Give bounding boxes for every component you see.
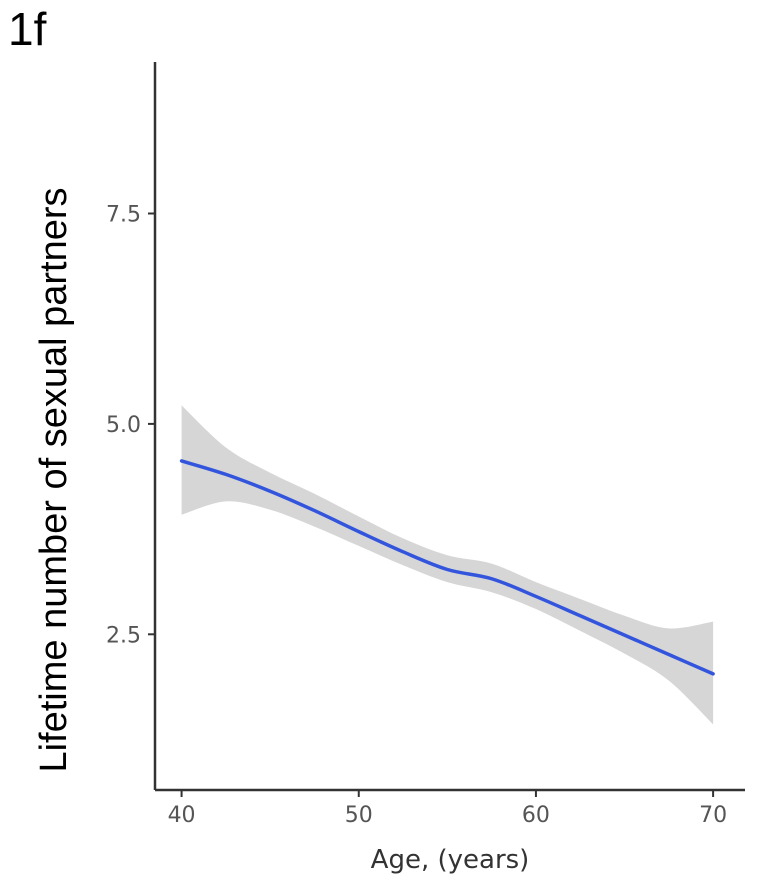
x-tick-label: 60	[522, 803, 550, 828]
y-axis-title: Lifetime number of sexual partners	[33, 187, 75, 772]
y-tick-label: 5.0	[106, 413, 141, 438]
y-ticks: 2.5 5.0 7.5	[106, 202, 155, 648]
series-line-layer	[179, 459, 715, 676]
y-tick-label: 7.5	[106, 202, 141, 227]
x-tick-label: 50	[345, 803, 373, 828]
y-tick-label: 2.5	[106, 623, 141, 648]
confidence-band-layer	[181, 405, 714, 725]
x-axis-title: Age, (years)	[371, 845, 530, 875]
confidence-band	[181, 405, 714, 725]
panel-label: 1f	[8, 3, 47, 55]
x-tick-label: 70	[699, 803, 727, 828]
x-ticks: 40 50 60 70	[168, 790, 727, 828]
series-line-0	[179, 459, 715, 676]
x-tick-label: 40	[168, 803, 196, 828]
